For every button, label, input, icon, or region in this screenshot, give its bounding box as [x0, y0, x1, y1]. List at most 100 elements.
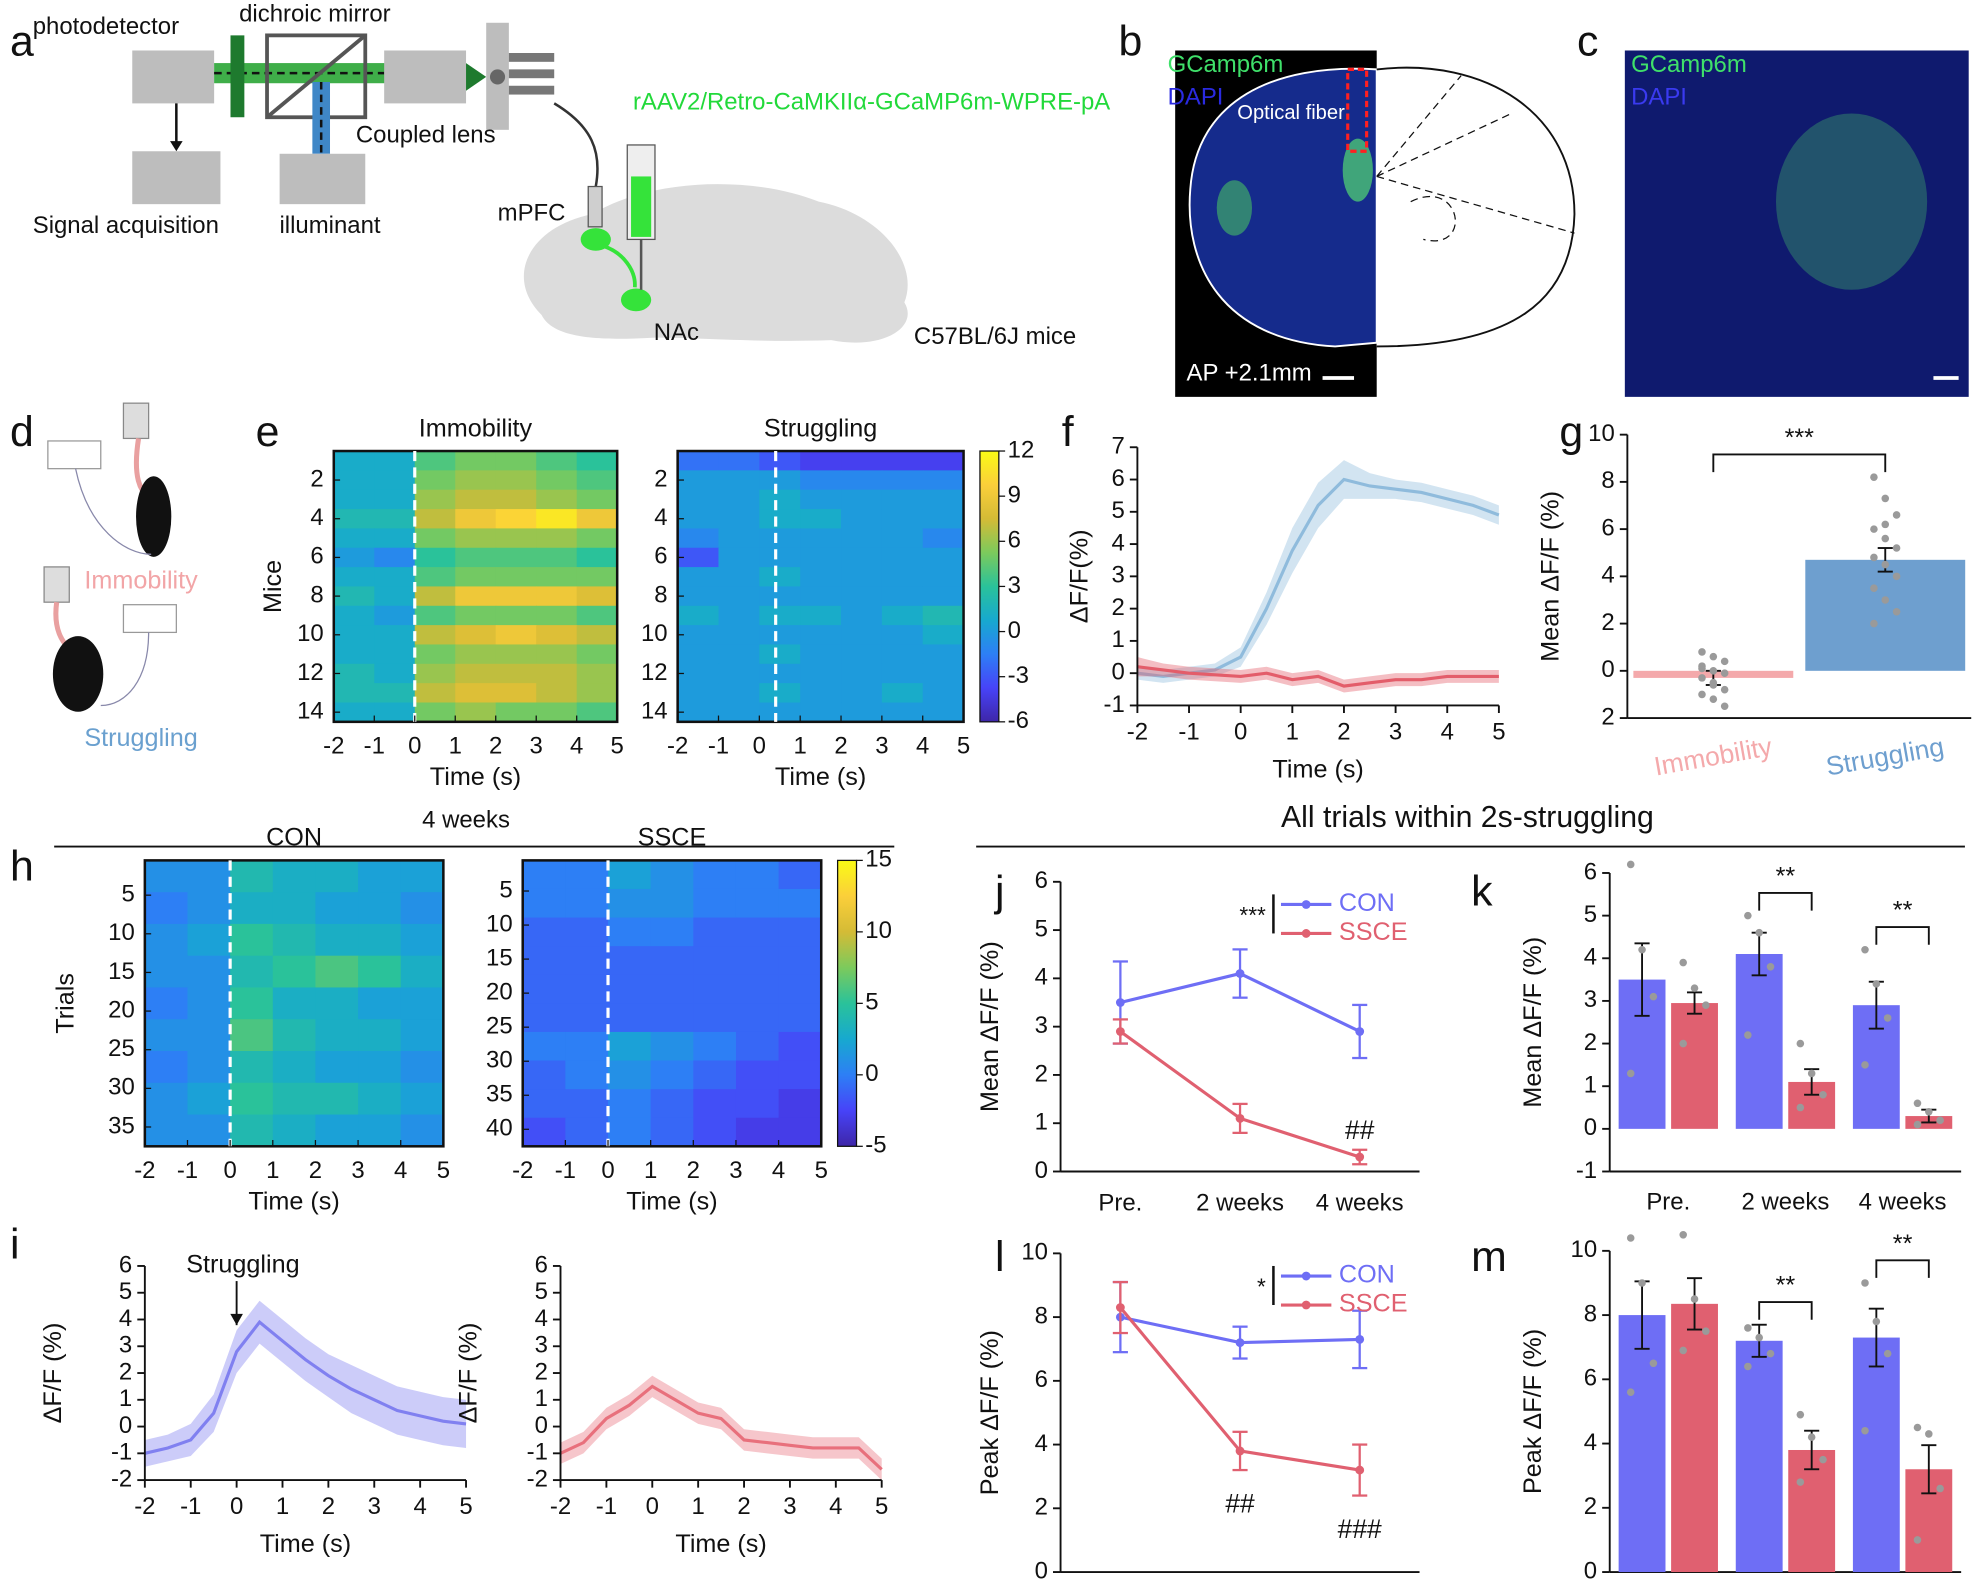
signal: [1216, 180, 1253, 236]
y-tick-label: 0: [535, 1412, 548, 1439]
point: [1355, 1152, 1365, 1162]
heat-cell: [414, 470, 456, 491]
heat-cell: [358, 1051, 402, 1084]
y-tick-label: 15: [486, 944, 513, 971]
heat-cell: [374, 644, 416, 665]
data-point: [1690, 984, 1699, 992]
section: [1188, 67, 1378, 348]
data-point: [1796, 1410, 1805, 1419]
heat-cell: [881, 586, 924, 607]
heat-cell: [187, 1051, 231, 1084]
data-point: [1626, 1234, 1635, 1242]
heat-cell: [800, 625, 842, 646]
y-axis-label: Mean ΔF/F (%): [1536, 491, 1564, 662]
heat-cell: [677, 470, 720, 491]
y-tick-label: 12: [297, 659, 324, 686]
heat-cell: [455, 567, 497, 588]
heat-cell: [230, 1114, 274, 1147]
x-tick-label: 4 weeks: [1859, 1188, 1947, 1215]
heat-cell: [718, 663, 760, 684]
heat-cell: [718, 470, 760, 491]
heat-cell: [693, 1060, 737, 1090]
data-point: [1744, 1031, 1752, 1039]
y-tick-label: 1: [1035, 1109, 1048, 1136]
frame: [676, 449, 965, 724]
y-tick-label: 7: [1111, 433, 1124, 460]
x-tick-label: 1: [1286, 718, 1299, 745]
data-point: [1872, 1317, 1881, 1326]
heat-cell: [881, 683, 924, 704]
panel-letters: a b c d e f g h i j k l m: [10, 18, 1598, 1281]
y-tick-label: 35: [108, 1112, 135, 1139]
significance-bracket: [1712, 453, 1887, 473]
line: [1137, 477, 1500, 678]
heat-cell: [315, 923, 359, 957]
y-tick-label: 5: [121, 880, 134, 907]
heat-cell: [144, 860, 189, 893]
heat-cell: [922, 605, 965, 626]
data-point: [1709, 681, 1718, 689]
x-tick-label: 0: [646, 1493, 659, 1520]
data-point: [1870, 525, 1878, 533]
y-tick-label: 4: [1584, 1429, 1597, 1456]
heat-cell: [522, 888, 566, 919]
y-tick-label: 1: [535, 1385, 548, 1412]
y-tick-label: -1: [1104, 691, 1125, 718]
heat-cell: [650, 917, 694, 947]
heat-cell: [800, 528, 842, 549]
panel-letter: g: [1559, 408, 1583, 456]
x-tick-label: 2: [322, 1493, 335, 1520]
heat-cell: [881, 605, 924, 626]
heat-cell: [778, 946, 822, 976]
bar: [1788, 1449, 1836, 1573]
panel-letter: h: [10, 843, 34, 891]
heat-cell: [455, 547, 497, 568]
heat-cell: [922, 702, 965, 723]
heat-cell: [881, 625, 924, 646]
y-tick-label: 6: [654, 543, 667, 570]
sensor: [122, 402, 150, 440]
heat-cell: [800, 702, 842, 723]
section-title: 4 weeks: [422, 807, 510, 834]
label: DAPI: [1168, 84, 1224, 111]
heat-cell: [455, 605, 497, 626]
data-point: [1744, 911, 1752, 920]
heat-cell: [374, 528, 416, 549]
heat-cell: [693, 1089, 737, 1119]
y-tick-label: 6: [1584, 1365, 1597, 1392]
y-tick-label: 40: [486, 1115, 513, 1142]
brain: [523, 184, 908, 343]
y-tick-label: 4: [310, 504, 323, 531]
heat-cell: [608, 860, 652, 890]
data-point: [1892, 572, 1901, 581]
heat-cell: [922, 547, 965, 568]
x-axis-label: Time (s): [260, 1530, 351, 1558]
heat-cell: [677, 644, 720, 665]
data-point: [1861, 1061, 1869, 1069]
y-tick-label: 5: [119, 1278, 132, 1305]
heat-cell: [841, 567, 883, 588]
y-tick-label: 6: [1111, 465, 1124, 492]
atlas: [1376, 66, 1576, 348]
heat-cell: [576, 470, 618, 491]
y-tick-label: 20: [108, 996, 135, 1023]
x-tick-label: -1: [596, 1493, 617, 1520]
y-tick-label: 3: [1584, 986, 1597, 1013]
x-tick-label: -2: [1127, 718, 1148, 745]
data-point: [1702, 1327, 1710, 1335]
data-point: [1870, 619, 1878, 628]
heat-cell: [522, 1060, 566, 1090]
heat-cell: [608, 888, 652, 919]
heat-cell: [315, 1114, 359, 1147]
y-tick-label: 10: [1588, 420, 1615, 447]
y-tick-label: 3: [1035, 1012, 1048, 1039]
x-axis-label: Time (s): [1272, 756, 1363, 784]
heat-cell: [536, 509, 578, 530]
heat-cell: [565, 1089, 609, 1119]
joint: [489, 69, 506, 85]
heat-cell: [400, 923, 444, 957]
heat-cell: [650, 1060, 694, 1090]
data-point: [1626, 860, 1635, 869]
y-tick-label: 6: [1035, 867, 1048, 894]
y-tick-label: 2: [1111, 594, 1124, 621]
